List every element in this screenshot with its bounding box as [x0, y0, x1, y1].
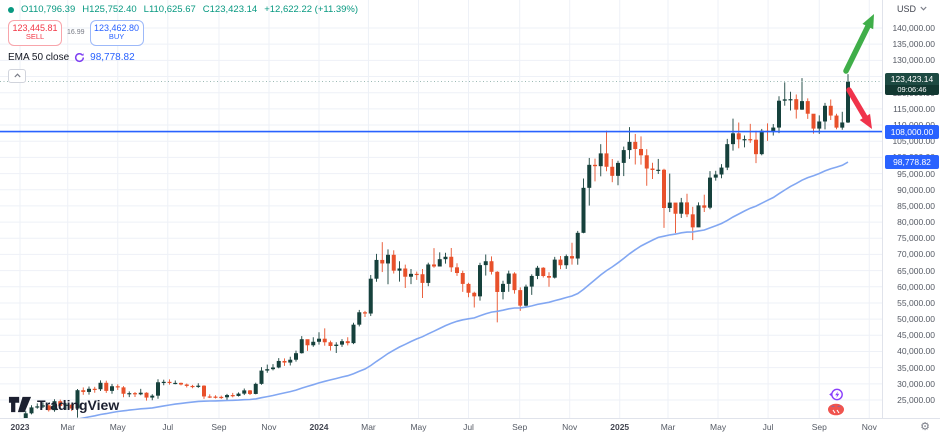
time-tick-label: Jul: [162, 422, 174, 432]
time-tick-label: Sep: [512, 422, 528, 432]
price-tick-label: 65,000.00: [897, 265, 935, 276]
price-tick-label: 30,000.00: [897, 378, 935, 389]
time-tick-label: Sep: [811, 422, 827, 432]
price-tick-label: 25,000.00: [897, 395, 935, 405]
time-tick-label: Sep: [211, 422, 227, 432]
price-tick-label: 80,000.00: [897, 217, 935, 228]
indicator-value: 98,778.82: [90, 51, 135, 63]
flash-sticker-icon[interactable]: [828, 387, 844, 402]
chevron-up-icon: [13, 73, 21, 78]
buy-price: 123,462.80: [94, 23, 140, 33]
tradingview-logo-icon: [8, 396, 32, 413]
price-tick-label: 40,000.00: [897, 346, 935, 357]
ohlc-high: H125,752.40: [82, 4, 137, 15]
price-tick-label: 140,000.00: [892, 23, 935, 33]
price-tick-label: 55,000.00: [897, 297, 935, 308]
ohlc-open: O110,796.39: [21, 4, 76, 15]
buy-label: BUY: [108, 32, 125, 42]
time-tick-label: Nov: [261, 422, 277, 432]
chart-legend: O110,796.39 H125,752.40 L110,625.67 C123…: [8, 4, 358, 83]
indicator-loading-icon[interactable]: [74, 52, 85, 63]
sell-button[interactable]: 123,445.81 SELL: [8, 20, 62, 46]
horizontal-line-price-label: 108,000.00: [885, 125, 939, 139]
ema-price-label: 98,778.82: [885, 154, 939, 169]
time-tick-label: Jul: [463, 422, 474, 432]
currency-label: USD: [896, 3, 916, 14]
sell-price: 123,445.81: [12, 23, 58, 33]
time-tick-label: May: [710, 422, 727, 432]
price-tick-label: 50,000.00: [897, 314, 935, 325]
indicator-legend: EMA 50 close 98,778.82: [8, 52, 358, 63]
time-axis[interactable]: 2023 Mar May Jul Sep Nov 2024 Mar May Jul Sep Nov 20…: [0, 418, 940, 435]
time-tick-label: Mar: [60, 422, 76, 432]
time-tick-label: Mar: [361, 422, 376, 432]
price-tick-label: 95,000.00: [897, 168, 935, 179]
time-tick-label: May: [109, 422, 126, 432]
bar-countdown: 09:06:46: [885, 84, 939, 95]
chevron-down-icon: [920, 6, 927, 11]
red-sticker-icon[interactable]: [827, 403, 845, 416]
trade-buttons: 123,445.81 SELL 16.99 123,462.80 BUY: [8, 20, 358, 46]
ohlc-low: L110,625.67: [143, 4, 196, 15]
price-tick-label: 135,000.00: [892, 39, 935, 50]
ohlc-close: C123,423.14: [202, 4, 258, 15]
time-tick-label: Nov: [861, 422, 877, 432]
time-tick-label: Mar: [660, 422, 676, 432]
price-tick-label: 85,000.00: [897, 200, 935, 211]
collapse-legend-button[interactable]: [8, 68, 26, 83]
ohlc-change: +12,622.22 (+11.39%): [264, 4, 359, 15]
last-price-label: 123,423.14 09:06:46: [885, 72, 939, 95]
down-arrow-drawing[interactable]: [846, 87, 872, 129]
price-axis[interactable]: USD 25,000.00 30,000.00 35,000.00 40,000.00…: [882, 0, 940, 418]
time-tick-label: Nov: [562, 422, 578, 432]
price-tick-label: 115,000.00: [893, 103, 935, 114]
time-tick-label: 2025: [610, 422, 630, 432]
spread-value: 16.99: [67, 29, 85, 37]
indicator-name: EMA 50 close: [8, 51, 70, 63]
axis-settings-gear-icon[interactable]: ⚙: [920, 421, 930, 433]
price-tick-label: 45,000.00: [897, 330, 935, 341]
price-tick-label: 130,000.00: [892, 55, 935, 66]
price-tick-label: 105,000.00: [892, 136, 935, 147]
price-tick-label: 70,000.00: [897, 249, 935, 260]
ohlc-row: O110,796.39 H125,752.40 L110,625.67 C123…: [8, 4, 358, 15]
time-tick-label: May: [410, 422, 427, 432]
chart-stickers: [827, 387, 845, 416]
currency-selector[interactable]: USD: [883, 0, 940, 17]
price-tick-label: 90,000.00: [897, 184, 935, 195]
candlestick-series: [23, 74, 850, 418]
time-tick-label: Jul: [762, 422, 774, 432]
price-tick-label: 35,000.00: [897, 362, 935, 373]
buy-button[interactable]: 123,462.80 BUY: [89, 20, 144, 46]
ema-line[interactable]: [20, 161, 849, 426]
watermark-text: TradingView: [37, 396, 120, 413]
time-tick-label: 2023: [10, 422, 30, 432]
time-tick-label: 2024: [309, 422, 329, 432]
sell-label: SELL: [25, 32, 45, 42]
series-status-dot-icon: [8, 6, 14, 13]
price-tick-label: 75,000.00: [897, 233, 935, 244]
price-tick-label: 60,000.00: [897, 281, 935, 292]
last-price-value: 123,423.14: [885, 72, 939, 85]
grid-lines: [0, 0, 882, 418]
up-arrow-drawing[interactable]: [843, 14, 874, 74]
tradingview-watermark: TradingView: [8, 396, 119, 413]
